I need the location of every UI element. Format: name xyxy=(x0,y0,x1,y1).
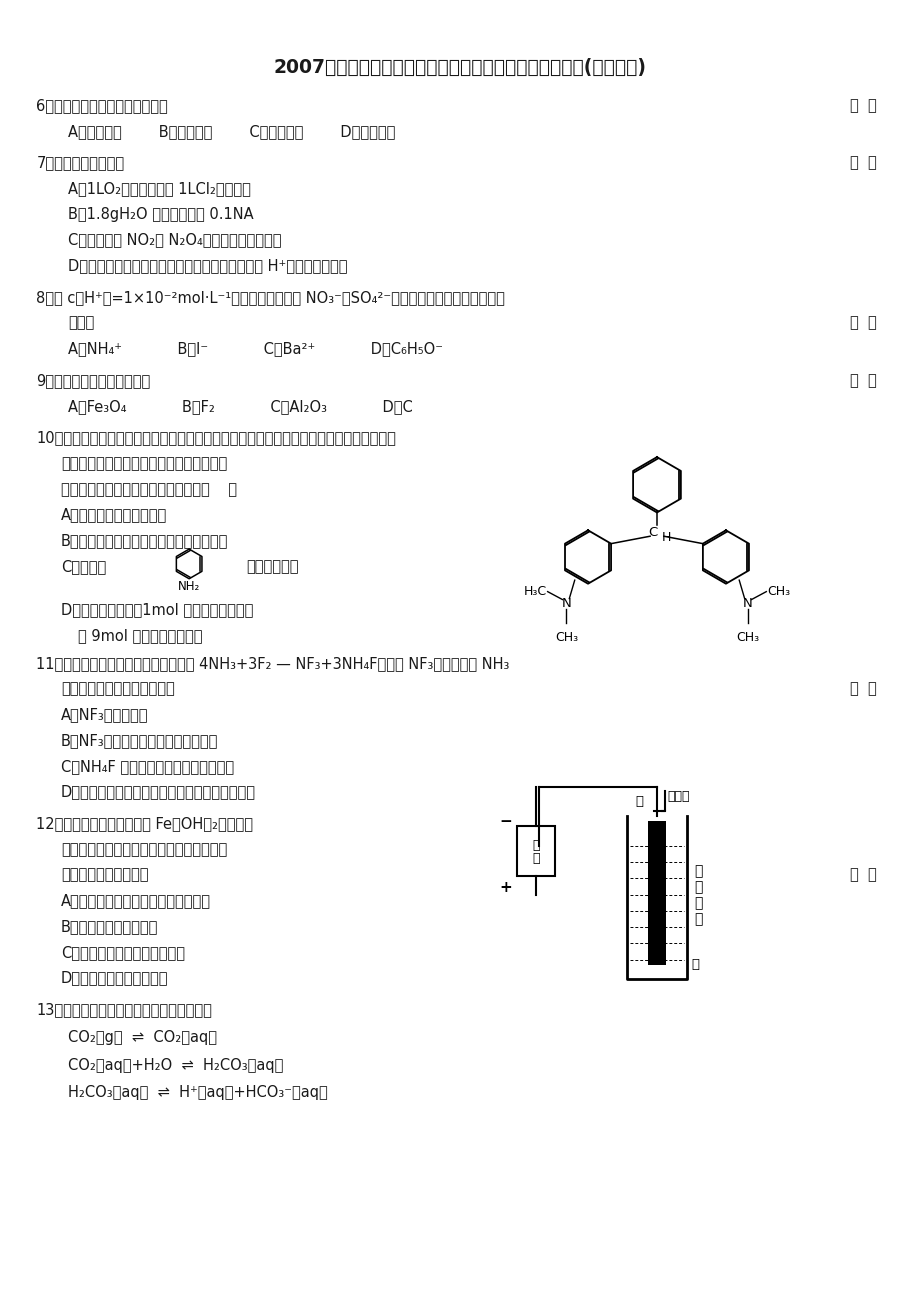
Text: 7．下列说法正确的是: 7．下列说法正确的是 xyxy=(37,156,124,170)
Text: （  ）: （ ） xyxy=(849,97,876,113)
Text: A．烧碱溶液注入容器前，需预先煮沸: A．烧碱溶液注入容器前，需预先煮沸 xyxy=(61,894,210,908)
Text: 导气管: 导气管 xyxy=(667,790,689,803)
Text: H₃C: H₃C xyxy=(523,585,546,598)
Text: 10．无色孔雀石绿（结构简式如下图所示）曾被用作水产养殖业的杀虫剂（鱼药）。因为具: 10．无色孔雀石绿（结构简式如下图所示）曾被用作水产养殖业的杀虫剂（鱼药）。因为… xyxy=(37,430,396,446)
Text: （  ）: （ ） xyxy=(849,682,876,696)
Text: 2007年福建省普通中学高中毕业班质量检查理科综合试卷(化学部分): 2007年福建省普通中学高中毕业班质量检查理科综合试卷(化学部分) xyxy=(273,58,646,78)
Text: A．NH₄⁺            B．I⁻            C．Ba²⁺            D．C₆H₅O⁻: A．NH₄⁺ B．I⁻ C．Ba²⁺ D．C₆H₅O⁻ xyxy=(68,342,443,356)
Text: 13．在二氧化碳的水溶液中存在着如下平衡: 13．在二氧化碳的水溶液中存在着如下平衡 xyxy=(37,1003,212,1017)
Text: 色。下列说法错误的是: 色。下列说法错误的是 xyxy=(61,868,149,882)
Text: B．分子中所有的碳原子可能在同一平面上: B．分子中所有的碳原子可能在同一平面上 xyxy=(61,534,228,548)
Bar xyxy=(516,826,554,876)
Text: N: N xyxy=(742,598,752,611)
Text: −: − xyxy=(498,813,511,829)
Text: 9．通过置换反应不可能生成: 9．通过置换反应不可能生成 xyxy=(37,373,151,388)
Text: 溶液中产生的白色沉淀能保持较长时间不变: 溶液中产生的白色沉淀能保持较长时间不变 xyxy=(61,842,227,857)
Text: D．在一定条件下，1mol 无色孔雀石绿可以: D．在一定条件下，1mol 无色孔雀石绿可以 xyxy=(61,603,254,617)
Text: 有潜在致癌性，已被禁止用作鱼药。下列关: 有潜在致癌性，已被禁止用作鱼药。下列关 xyxy=(61,456,227,472)
Text: +: + xyxy=(498,879,511,895)
Text: CH₃: CH₃ xyxy=(766,585,789,598)
Text: C．等质量的 NO₂和 N₂O₄所含原子数一定相等: C．等质量的 NO₂和 N₂O₄所含原子数一定相等 xyxy=(68,233,281,248)
Text: 离子是: 离子是 xyxy=(68,316,94,331)
Text: CH₃: CH₃ xyxy=(735,631,758,644)
Text: CO₂（g）  ⇌  CO₂（aq）: CO₂（g） ⇌ CO₂（aq） xyxy=(68,1030,217,1044)
Text: 6．下列应用与胶体性质无关的是: 6．下列应用与胶体性质无关的是 xyxy=(37,97,168,113)
Text: D．上述反应中，反应物和生成物均属于分子晶体: D．上述反应中，反应物和生成物均属于分子晶体 xyxy=(61,785,255,800)
Text: NH₂: NH₂ xyxy=(178,579,200,592)
Text: ）互为同系物: ）互为同系物 xyxy=(246,559,299,574)
Text: CO₂（aq）+H₂O  ⇌  H₂CO₃（aq）: CO₂（aq）+H₂O ⇌ H₂CO₃（aq） xyxy=(68,1057,283,1073)
Text: A．1LO₂的质量一定比 1LCl₂的质量小: A．1LO₂的质量一定比 1LCl₂的质量小 xyxy=(68,181,251,196)
Text: A．Fe₃O₄            B．F₂            C．Al₂O₃            D．C: A．Fe₃O₄ B．F₂ C．Al₂O₃ D．C xyxy=(68,399,413,413)
Text: H₂CO₃（aq）  ⇌  H⁺（aq）+HCO₃⁻（aq）: H₂CO₃（aq） ⇌ H⁺（aq）+HCO₃⁻（aq） xyxy=(68,1085,327,1100)
Text: （  ）: （ ） xyxy=(849,316,876,331)
Text: A．分子中氢原子数为奇数: A．分子中氢原子数为奇数 xyxy=(61,508,167,522)
Text: C．NH₄F 中既含有离子键又含有共价键: C．NH₄F 中既含有离子键又含有共价键 xyxy=(61,759,234,774)
Text: D．等体积、等物质的量浓度的强酸溶液中所含的 H⁺离子数一定相等: D．等体积、等物质的量浓度的强酸溶液中所含的 H⁺离子数一定相等 xyxy=(68,259,347,273)
Text: （  ）: （ ） xyxy=(849,868,876,882)
Text: D．可用盐水代替烧碱溶液: D．可用盐水代替烧碱溶液 xyxy=(61,970,168,986)
Text: 源: 源 xyxy=(531,852,539,865)
Text: 11．在定条件下，氨气与氟气发生反应 4NH₃+3F₂ — NF₃+3NH₄F，其中 NF₃分子构型与 NH₃: 11．在定条件下，氨气与氟气发生反应 4NH₃+3F₂ — NF₃+3NH₄F，… xyxy=(37,656,509,670)
Text: 12．利用右图所示装置制取 Fe（OH）₂，通过后: 12．利用右图所示装置制取 Fe（OH）₂，通过后 xyxy=(37,816,254,831)
Text: 乙: 乙 xyxy=(691,959,698,972)
Text: 8．某 c（H⁺）=1×10⁻²mol·L⁻¹的溶液中含有大量 NO₃⁻、SO₄²⁻，该溶液中还可能大量存在的: 8．某 c（H⁺）=1×10⁻²mol·L⁻¹的溶液中含有大量 NO₃⁻、SO₄… xyxy=(37,290,505,305)
Text: 电: 电 xyxy=(531,839,539,852)
Bar xyxy=(647,821,665,965)
Text: B．甲电极上有氢气冒出: B．甲电极上有氢气冒出 xyxy=(61,920,158,934)
Text: 于无色孔雀石绿的叙述中，正确的是（    ）: 于无色孔雀石绿的叙述中，正确的是（ ） xyxy=(61,482,237,496)
Text: B．NF₃既是氧化产物，又是还原产物: B．NF₃既是氧化产物，又是还原产物 xyxy=(61,733,218,748)
Text: N: N xyxy=(561,598,571,611)
Text: H: H xyxy=(662,531,671,544)
Text: A．血液透析        B．盐酸除锈        C．明矾净水        D．电泳提纯: A．血液透析 B．盐酸除锈 C．明矾净水 D．电泳提纯 xyxy=(68,123,395,139)
Text: C．只能用铁作甲电极和乙电极: C．只能用铁作甲电极和乙电极 xyxy=(61,944,185,960)
Text: 相似。下列有关说法错误的是: 相似。下列有关说法错误的是 xyxy=(61,682,175,696)
Text: A．NF₃是极性分子: A．NF₃是极性分子 xyxy=(61,708,149,722)
Text: CH₃: CH₃ xyxy=(554,631,577,644)
Text: （  ）: （ ） xyxy=(849,156,876,170)
Text: C．与苯（: C．与苯（ xyxy=(61,559,107,574)
Text: B．1.8gH₂O 所含电子数为 0.1NA: B．1.8gH₂O 所含电子数为 0.1NA xyxy=(68,207,254,222)
Text: C: C xyxy=(648,526,657,539)
Text: 烧
碱
溶
液: 烧 碱 溶 液 xyxy=(694,864,702,926)
Text: （  ）: （ ） xyxy=(849,373,876,388)
Text: 和 9mol 氢气发生加成反应: 和 9mol 氢气发生加成反应 xyxy=(78,629,202,643)
Text: 甲: 甲 xyxy=(634,795,642,808)
